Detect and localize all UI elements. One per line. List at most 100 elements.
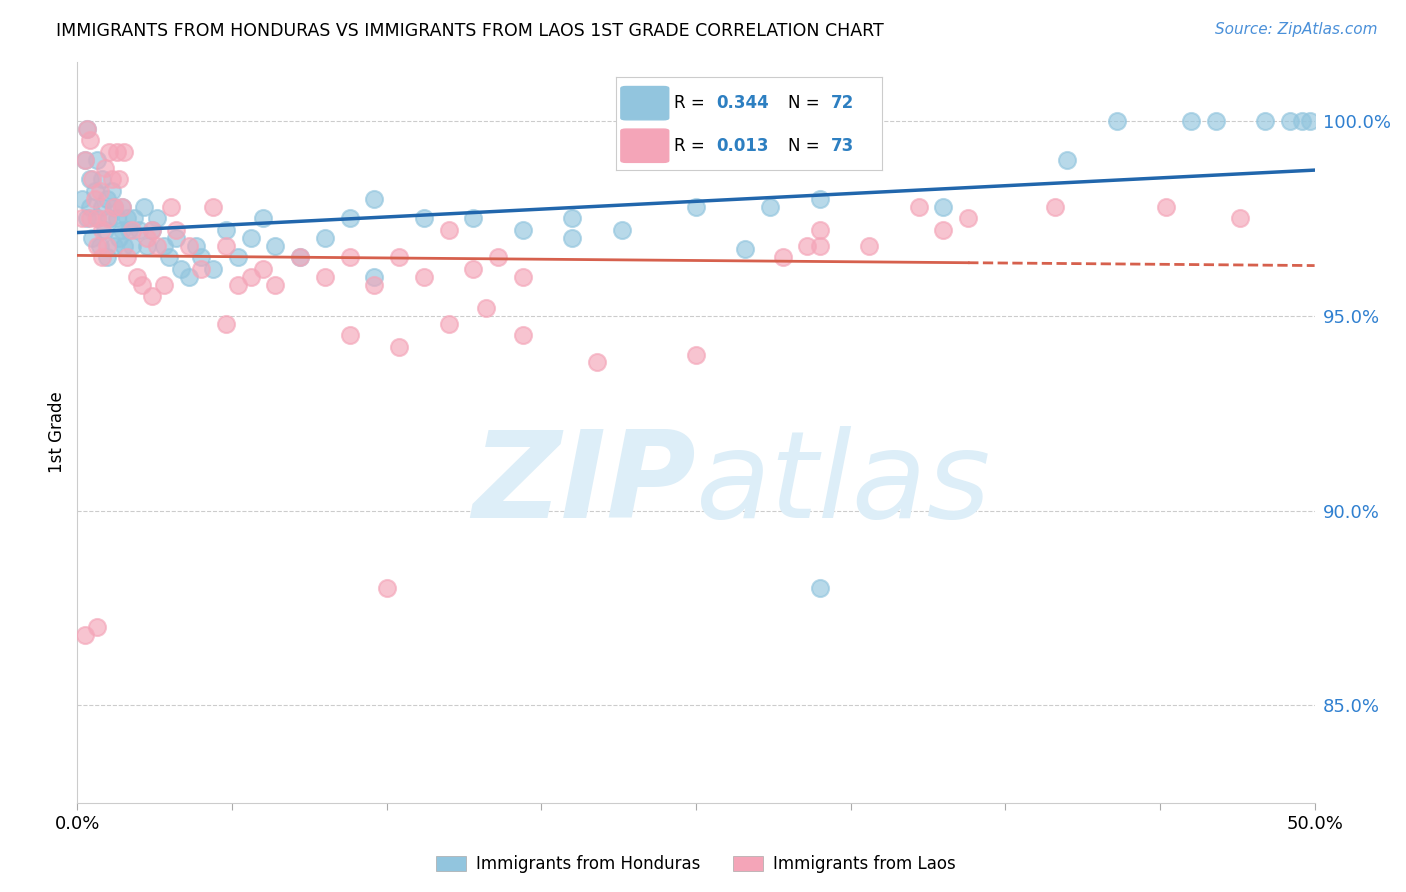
Point [808,192,831,206]
Point [512,328,534,343]
Point [135,238,157,252]
Point [91,223,114,237]
Point [125,269,148,284]
Point [1254,114,1277,128]
Point [772,250,794,264]
Point [561,231,583,245]
Point [190,262,212,277]
Point [796,238,818,252]
Point [808,238,831,252]
Text: atlas: atlas [696,426,991,543]
Point [115,250,138,264]
Point [226,250,249,264]
Point [101,172,124,186]
Point [98,211,121,226]
Point [111,223,134,237]
Point [288,250,311,264]
Point [145,211,167,226]
Point [108,231,131,245]
Point [1043,200,1066,214]
Point [226,277,249,292]
Point [141,223,163,237]
Point [437,317,460,331]
Point [215,238,238,252]
Point [363,277,385,292]
Point [734,243,756,257]
Point [86,211,108,226]
Point [103,200,125,214]
Point [121,223,143,237]
Point [314,269,336,284]
Point [808,223,831,237]
Point [932,223,955,237]
Point [1205,114,1227,128]
Point [190,250,212,264]
Point [111,200,134,214]
Point [91,200,114,214]
Point [1229,211,1251,226]
Point [907,200,929,214]
Point [412,211,434,226]
Point [1154,200,1177,214]
Point [86,153,108,167]
Text: Source: ZipAtlas.com: Source: ZipAtlas.com [1215,22,1378,37]
Point [388,340,411,354]
Legend: Immigrants from Honduras, Immigrants from Laos: Immigrants from Honduras, Immigrants fro… [429,848,963,880]
Text: ZIP: ZIP [472,426,696,543]
Point [103,238,125,252]
Y-axis label: 1st Grade: 1st Grade [48,392,66,474]
Point [1056,153,1078,167]
Point [932,200,955,214]
Point [177,269,200,284]
Point [101,184,124,198]
Point [412,269,434,284]
Point [314,231,336,245]
Point [86,211,108,226]
Point [76,121,98,136]
Point [72,192,94,206]
Point [252,262,274,277]
Point [96,238,118,252]
Point [131,277,153,292]
Point [215,223,238,237]
Point [115,211,138,226]
Point [89,184,111,198]
Point [93,161,115,175]
Point [685,348,707,362]
Point [145,238,167,252]
Point [73,153,96,167]
Point [105,145,128,159]
Point [388,250,411,264]
Point [82,172,104,186]
Point [96,192,118,206]
Point [239,231,262,245]
Point [103,200,125,214]
Point [79,172,101,186]
Point [586,355,609,369]
Point [89,238,111,252]
Point [135,231,157,245]
Point [118,223,141,237]
Text: IMMIGRANTS FROM HONDURAS VS IMMIGRANTS FROM LAOS 1ST GRADE CORRELATION CHART: IMMIGRANTS FROM HONDURAS VS IMMIGRANTS F… [56,22,884,40]
Point [375,582,398,596]
Point [122,211,145,226]
Point [1298,114,1320,128]
Point [105,211,128,226]
Point [339,250,361,264]
Point [264,238,287,252]
Point [141,223,163,237]
Point [202,262,225,277]
Point [160,200,183,214]
Point [112,145,135,159]
Point [128,223,150,237]
Point [474,301,496,315]
Point [134,200,156,214]
Point [288,250,311,264]
Point [170,262,193,277]
Point [957,211,980,226]
Point [1180,114,1202,128]
Point [79,133,101,147]
Point [153,277,176,292]
Point [463,262,485,277]
Point [561,211,583,226]
